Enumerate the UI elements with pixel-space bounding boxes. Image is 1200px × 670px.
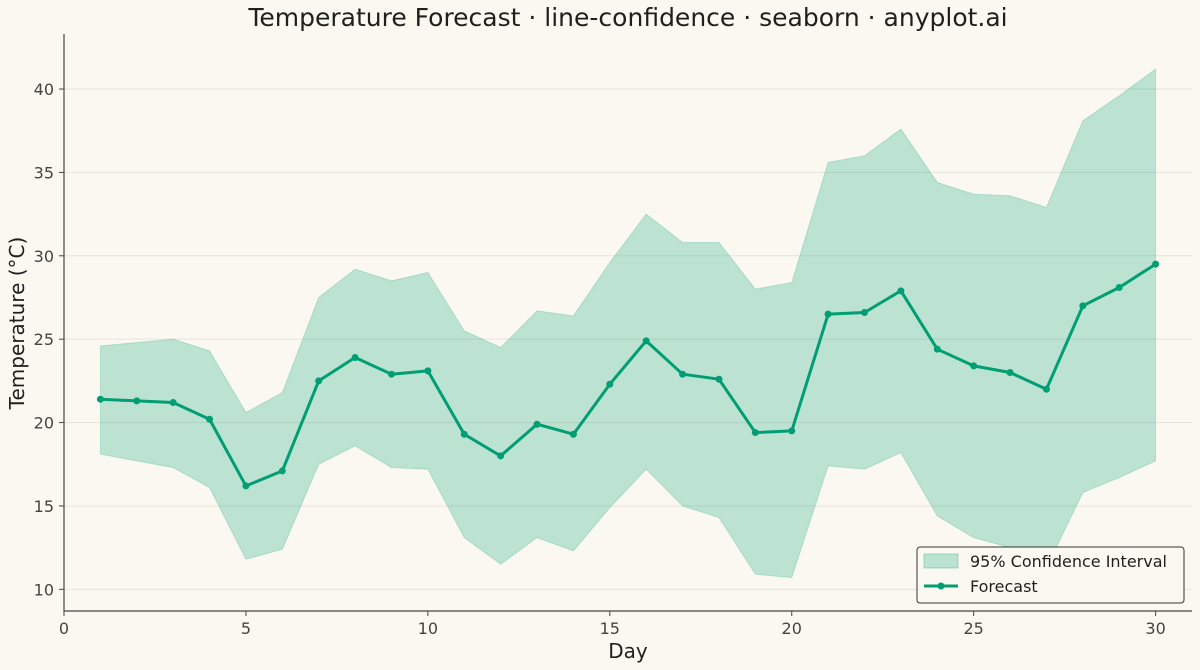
forecast-point — [1152, 260, 1160, 268]
x-tick-label: 0 — [59, 619, 69, 638]
legend-label-confidence-interval: 95% Confidence Interval — [970, 552, 1167, 571]
x-tick-label: 25 — [963, 619, 983, 638]
tick-labels: 0 5 10 15 20 25 30 10 15 20 25 30 35 40 — [34, 80, 1166, 638]
forecast-point — [351, 354, 359, 362]
forecast-point — [751, 429, 759, 437]
forecast-point — [970, 362, 978, 370]
y-tick-label: 10 — [34, 580, 54, 599]
forecast-point — [206, 415, 214, 423]
forecast-point — [315, 377, 323, 385]
forecast-point — [460, 430, 468, 438]
forecast-line — [100, 262, 1157, 488]
x-tick-label: 20 — [782, 619, 802, 638]
x-axis-label: Day — [608, 639, 648, 663]
legend-label-forecast: Forecast — [970, 577, 1038, 596]
forecast-point — [679, 370, 687, 378]
grid-lines — [64, 88, 1192, 590]
forecast-point — [1006, 369, 1014, 377]
forecast-point — [897, 287, 905, 295]
forecast-point — [1115, 283, 1123, 291]
forecast-point — [715, 375, 723, 383]
forecast-point — [96, 395, 104, 403]
chart-title: Temperature Forecast · line-confidence ·… — [247, 3, 1007, 32]
forecast-point — [424, 367, 432, 375]
forecast-point — [933, 345, 941, 353]
forecast-point — [278, 467, 286, 475]
x-tick-label: 30 — [1145, 619, 1165, 638]
axes — [59, 34, 1192, 616]
y-axis-label: Temperature (°C) — [5, 237, 29, 411]
forecast-point — [242, 482, 250, 490]
forecast-point — [606, 380, 614, 388]
x-tick-label: 5 — [241, 619, 251, 638]
confidence-interval-band — [99, 68, 1157, 579]
forecast-point — [642, 337, 650, 345]
y-tick-label: 25 — [34, 330, 54, 349]
forecast-point — [497, 452, 505, 460]
y-tick-label: 15 — [34, 497, 54, 516]
y-tick-label: 40 — [34, 80, 54, 99]
forecast-point — [1079, 302, 1087, 310]
forecast-points — [96, 260, 1160, 490]
x-tick-label: 15 — [600, 619, 620, 638]
legend-swatch-forecast-marker — [937, 582, 945, 590]
legend: 95% Confidence Interval Forecast — [916, 546, 1185, 604]
x-tick-label: 10 — [418, 619, 438, 638]
forecast-point — [861, 308, 869, 316]
y-tick-label: 35 — [34, 163, 54, 182]
forecast-point — [387, 370, 395, 378]
forecast-point — [569, 430, 577, 438]
forecast-point — [1042, 385, 1050, 393]
legend-box — [916, 546, 1185, 604]
forecast-point — [533, 420, 541, 428]
forecast-point — [133, 397, 141, 405]
y-tick-label: 30 — [34, 247, 54, 266]
forecast-point — [169, 399, 177, 407]
forecast-point — [824, 310, 832, 318]
forecast-point — [788, 427, 796, 435]
y-tick-label: 20 — [34, 414, 54, 433]
legend-swatch-confidence-interval — [923, 553, 959, 569]
